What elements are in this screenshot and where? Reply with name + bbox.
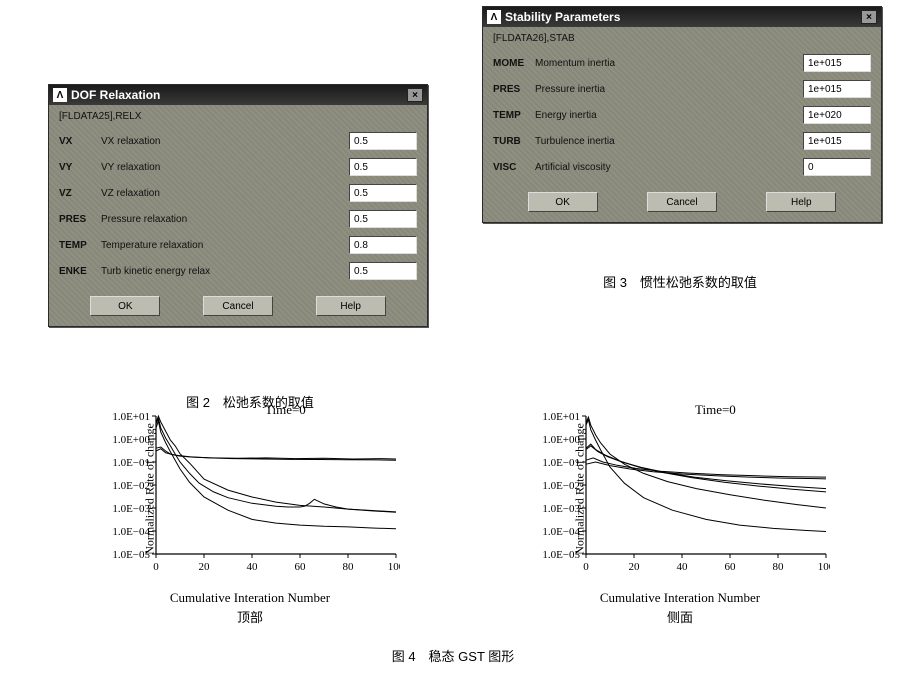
field-label: VX relaxation	[101, 136, 349, 147]
field-code: TEMP	[59, 240, 101, 251]
svg-text:60: 60	[295, 561, 307, 573]
svg-text:20: 20	[629, 561, 641, 573]
svg-text:0: 0	[153, 561, 159, 573]
chart-time-label: Time=0	[695, 402, 736, 418]
svg-text:60: 60	[725, 561, 737, 573]
field-code: VY	[59, 162, 101, 173]
field-label: Pressure inertia	[535, 84, 803, 95]
field-code: VISC	[493, 162, 535, 173]
field-row: MOMEMomentum inertia	[493, 50, 871, 76]
field-code: PRES	[493, 84, 535, 95]
chart-xlabel: Cumulative Interation Number	[100, 590, 400, 606]
field-label: VZ relaxation	[101, 188, 349, 199]
relax-temp-input[interactable]	[349, 236, 417, 254]
field-row: TURBTurbulence inertia	[493, 128, 871, 154]
cancel-button[interactable]: Cancel	[647, 192, 717, 212]
relax-vx-input[interactable]	[349, 132, 417, 150]
dof-relaxation-body: [FLDATA25],RELX VXVX relaxationVYVY rela…	[49, 105, 427, 326]
field-row: ENKETurb kinetic energy relax	[59, 258, 417, 284]
svg-text:100: 100	[388, 561, 400, 573]
dof-relaxation-dialog: Λ DOF Relaxation × [FLDATA25],RELX VXVX …	[48, 84, 428, 327]
svg-text:40: 40	[677, 561, 689, 573]
field-row: PRESPressure inertia	[493, 76, 871, 102]
figure-3-caption: 图 3 惯性松弛系数的取值	[570, 272, 790, 291]
stability-titlebar: Λ Stability Parameters ×	[483, 7, 881, 27]
relax-vy-input[interactable]	[349, 158, 417, 176]
svg-text:20: 20	[199, 561, 211, 573]
svg-text:80: 80	[343, 561, 355, 573]
field-code: VX	[59, 136, 101, 147]
gst-chart-side: Normalized Rate of change Time=0 1.0E−05…	[530, 404, 830, 574]
close-icon[interactable]: ×	[861, 10, 877, 24]
field-row: PRESPressure relaxation	[59, 206, 417, 232]
field-row: VZVZ relaxation	[59, 180, 417, 206]
ok-button[interactable]: OK	[90, 296, 160, 316]
stability-title: Stability Parameters	[505, 10, 620, 24]
field-code: PRES	[59, 214, 101, 225]
figure-4-caption: 图 4 稳态 GST 图形	[0, 646, 906, 665]
svg-text:1.0E+01: 1.0E+01	[112, 411, 150, 423]
dof-relaxation-buttons: OK Cancel Help	[59, 296, 417, 316]
field-label: Temperature relaxation	[101, 240, 349, 251]
chart-sublabel-top: 顶部	[100, 607, 400, 626]
svg-text:1.0E+01: 1.0E+01	[542, 411, 580, 423]
stab-pres-input[interactable]	[803, 80, 871, 98]
relax-vz-input[interactable]	[349, 184, 417, 202]
help-button[interactable]: Help	[766, 192, 836, 212]
relax-pres-input[interactable]	[349, 210, 417, 228]
field-code: ENKE	[59, 266, 101, 277]
stability-buttons: OK Cancel Help	[493, 192, 871, 212]
ansys-logo-icon: Λ	[487, 10, 501, 24]
field-label: Turb kinetic energy relax	[101, 266, 349, 277]
stab-temp-input[interactable]	[803, 106, 871, 124]
ansys-logo-icon: Λ	[53, 88, 67, 102]
close-icon[interactable]: ×	[407, 88, 423, 102]
help-button[interactable]: Help	[316, 296, 386, 316]
dof-relaxation-titlebar: Λ DOF Relaxation ×	[49, 85, 427, 105]
field-label: VY relaxation	[101, 162, 349, 173]
stability-subtitle: [FLDATA26],STAB	[493, 33, 871, 44]
field-row: TEMPEnergy inertia	[493, 102, 871, 128]
relax-enke-input[interactable]	[349, 262, 417, 280]
gst-chart-top: Normalized Rate of change Time=0 1.0E−05…	[100, 404, 400, 574]
chart-sublabel-side: 侧面	[530, 607, 830, 626]
svg-text:100: 100	[818, 561, 830, 573]
field-label: Pressure relaxation	[101, 214, 349, 225]
field-row: VXVX relaxation	[59, 128, 417, 154]
field-code: VZ	[59, 188, 101, 199]
stab-mome-input[interactable]	[803, 54, 871, 72]
svg-text:40: 40	[247, 561, 259, 573]
field-label: Energy inertia	[535, 110, 803, 121]
chart-time-label: Time=0	[265, 402, 306, 418]
chart-ylabel: Normalized Rate of change	[142, 423, 157, 555]
ok-button[interactable]: OK	[528, 192, 598, 212]
field-label: Turbulence inertia	[535, 136, 803, 147]
stab-turb-input[interactable]	[803, 132, 871, 150]
field-label: Momentum inertia	[535, 58, 803, 69]
chart-xlabel: Cumulative Interation Number	[530, 590, 830, 606]
field-row: VISCArtificial viscosity	[493, 154, 871, 180]
stability-body: [FLDATA26],STAB MOMEMomentum inertiaPRES…	[483, 27, 881, 222]
field-row: TEMPTemperature relaxation	[59, 232, 417, 258]
field-row: VYVY relaxation	[59, 154, 417, 180]
chart-ylabel: Normalized Rate of change	[572, 423, 587, 555]
field-label: Artificial viscosity	[535, 162, 803, 173]
svg-text:80: 80	[773, 561, 785, 573]
svg-text:0: 0	[583, 561, 589, 573]
dof-relaxation-title: DOF Relaxation	[71, 88, 160, 102]
dof-relaxation-subtitle: [FLDATA25],RELX	[59, 111, 417, 122]
field-code: MOME	[493, 58, 535, 69]
field-code: TEMP	[493, 110, 535, 121]
stab-visc-input[interactable]	[803, 158, 871, 176]
field-code: TURB	[493, 136, 535, 147]
cancel-button[interactable]: Cancel	[203, 296, 273, 316]
stability-parameters-dialog: Λ Stability Parameters × [FLDATA26],STAB…	[482, 6, 882, 223]
